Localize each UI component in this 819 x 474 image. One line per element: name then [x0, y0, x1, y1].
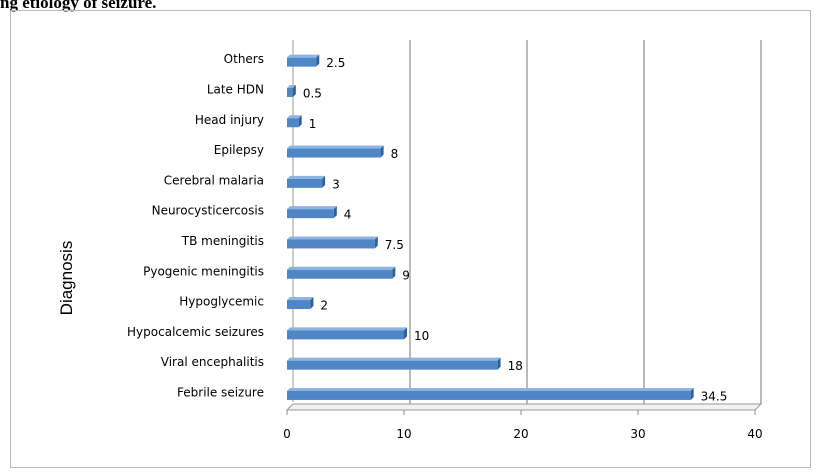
x-tick-label: 30	[630, 427, 645, 441]
bars	[287, 54, 694, 400]
data-label: 8	[391, 147, 399, 161]
category-label: Viral encephalitis	[161, 355, 264, 369]
category-label: Others	[224, 52, 264, 66]
bar-top	[287, 206, 337, 210]
bar	[287, 357, 501, 370]
bar-front	[287, 269, 393, 279]
bar-top	[287, 357, 501, 361]
category-label: Hypocalcemic seizures	[127, 325, 264, 339]
bar-front	[287, 118, 299, 128]
bar-top	[287, 297, 314, 301]
x-tick-label: 40	[747, 427, 762, 441]
category-label: Head injury	[195, 113, 264, 127]
bar-top	[287, 175, 326, 179]
category-label: Febrile seizure	[177, 385, 264, 399]
gridlines	[409, 40, 762, 404]
bar-end	[497, 357, 501, 370]
bar-end	[316, 54, 320, 67]
data-label: 34.5	[701, 389, 728, 403]
bar-front	[287, 178, 323, 188]
bar-top	[287, 54, 320, 58]
labels: 0 10 20 30 40 Febrile seizure 34.5 Viral enceph…	[127, 52, 763, 441]
y-axis-title: Diagnosis	[57, 241, 76, 316]
bar-end	[404, 327, 407, 340]
x-tick-label: 10	[396, 427, 411, 441]
bar-top	[287, 84, 296, 88]
bar-top	[287, 327, 407, 331]
category-label: TB meningitis	[181, 234, 264, 248]
data-label: 0.5	[303, 86, 322, 100]
chart-frame	[10, 10, 811, 468]
bar-end	[310, 297, 314, 310]
data-label: 7.5	[385, 238, 404, 252]
data-label: 2.5	[326, 56, 345, 70]
bar-front	[287, 330, 404, 340]
bar-front	[287, 209, 334, 219]
data-label: 1	[309, 117, 317, 131]
bar-end	[322, 175, 326, 188]
bar-end	[292, 84, 296, 97]
bar-front	[287, 360, 498, 370]
category-label: Epilepsy	[214, 143, 264, 157]
axes	[285, 40, 763, 415]
page-heading: ng etiology of seizure.	[0, 0, 157, 12]
bar-top	[287, 266, 396, 270]
bar-end	[374, 236, 378, 249]
x-tick-label: 0	[283, 427, 291, 441]
bar-front	[287, 239, 375, 249]
bar-end	[690, 387, 694, 400]
bar-front	[287, 300, 311, 310]
bar-top	[287, 115, 302, 119]
category-label: Neurocysticercosis	[152, 204, 264, 218]
category-label: Hypoglycemic	[179, 295, 264, 309]
bar	[287, 236, 378, 249]
bar	[287, 206, 337, 219]
bar-end	[380, 145, 384, 158]
bar	[287, 175, 326, 188]
chart-floor	[285, 403, 763, 411]
bar-front	[287, 390, 691, 400]
bar-top	[287, 145, 384, 149]
category-label: Cerebral malaria	[164, 173, 264, 187]
data-label: 10	[414, 329, 429, 343]
bar	[287, 115, 302, 128]
bar-top	[287, 236, 378, 240]
data-label: 18	[508, 359, 523, 373]
data-label: 3	[332, 177, 340, 191]
data-label: 9	[402, 268, 410, 282]
bar-top	[287, 387, 694, 391]
category-label: Late HDN	[207, 82, 264, 96]
bar	[287, 145, 384, 158]
bar-end	[333, 206, 337, 219]
bar-front	[287, 148, 381, 158]
bar	[287, 297, 314, 310]
bar-end	[392, 266, 396, 279]
bar-end	[298, 115, 302, 128]
bar	[287, 327, 407, 340]
data-label: 2	[320, 299, 328, 313]
bar-front	[287, 57, 317, 67]
bar	[287, 54, 320, 67]
x-tick-label: 20	[513, 427, 528, 441]
bar-front	[287, 87, 293, 97]
data-label: 4	[344, 208, 352, 222]
bar	[287, 387, 694, 400]
bar	[287, 266, 396, 279]
category-label: Pyogenic meningitis	[143, 264, 264, 278]
bar	[287, 84, 296, 97]
